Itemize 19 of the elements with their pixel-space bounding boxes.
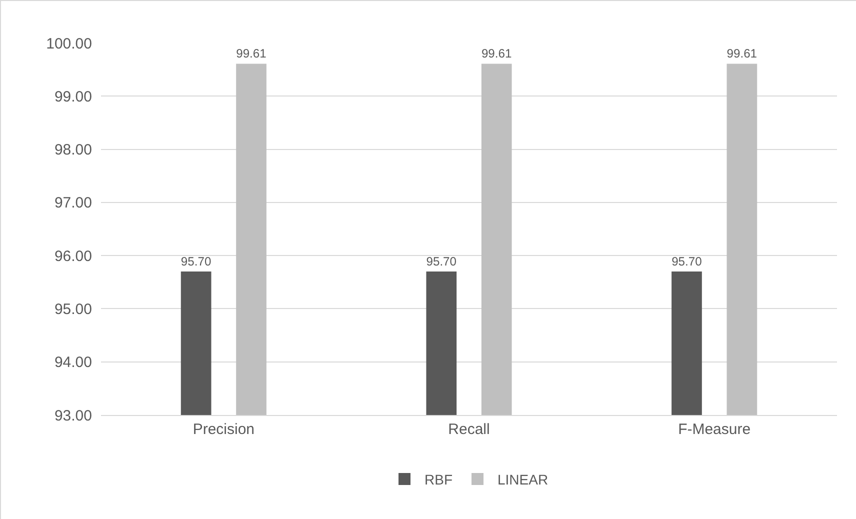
legend-label: RBF	[424, 471, 452, 488]
y-tick-label: 98.00	[54, 142, 92, 159]
x-tick-label: Recall	[448, 421, 490, 438]
y-tick-label: 93.00	[54, 407, 92, 424]
y-tick-label: 94.00	[54, 354, 92, 372]
y-tick-label: 100.00	[46, 35, 92, 52]
y-tick-label: 99.00	[54, 88, 92, 106]
legend-label: LINEAR	[498, 471, 548, 488]
data-label: 99.61	[481, 46, 512, 61]
data-label: 95.70	[672, 254, 702, 268]
y-tick-label: 97.00	[54, 194, 92, 212]
data-label: 99.61	[236, 46, 267, 61]
x-tick-label: F-Measure	[678, 421, 751, 438]
y-tick-label: 96.00	[54, 248, 92, 265]
y-tick-label: 95.00	[54, 300, 92, 318]
data-label: 95.70	[180, 254, 212, 268]
x-tick-label: Precision	[192, 421, 255, 438]
data-label: 95.70	[426, 254, 457, 268]
data-label: 99.61	[726, 46, 758, 61]
